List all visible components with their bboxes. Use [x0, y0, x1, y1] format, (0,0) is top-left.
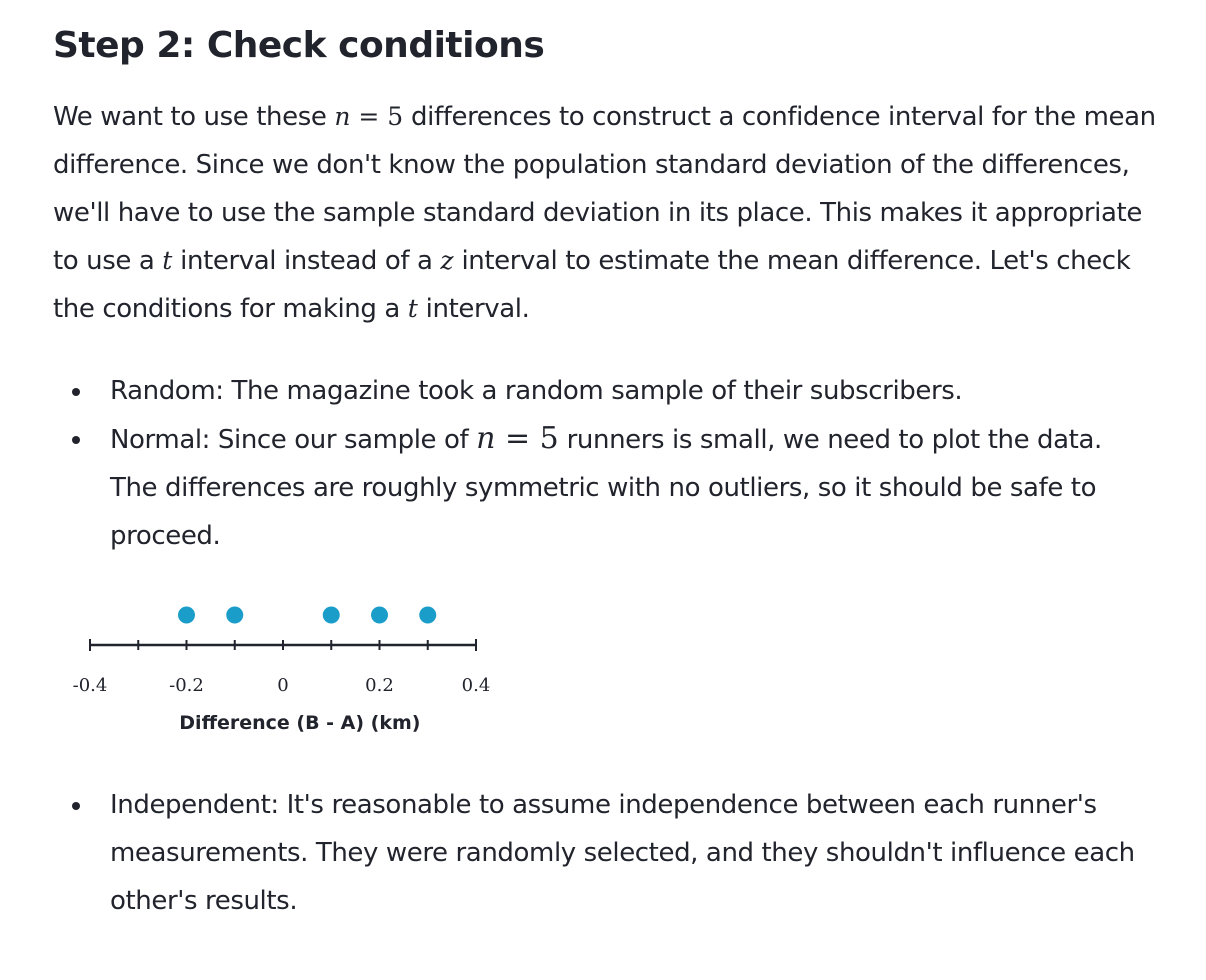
- x-axis-tick-labels: -0.4 -0.2 0 0.2 0.4: [73, 675, 491, 696]
- bullet-icon: [72, 436, 80, 444]
- condition-normal-text: runners is small, we need to plot the da…: [110, 425, 1102, 551]
- x-tick-label: 0.4: [462, 675, 491, 696]
- x-axis-label: Difference (B - A) (km): [179, 712, 420, 734]
- data-point: [322, 606, 340, 624]
- intro-text: interval to estimate the mean difference…: [53, 246, 1131, 324]
- condition-random-text: Random: The magazine took a random sampl…: [110, 376, 963, 406]
- x-tick-label: -0.2: [169, 675, 204, 696]
- intro-text: interval.: [417, 294, 530, 324]
- x-tick-label: 0: [277, 675, 288, 696]
- intro-paragraph: We want to use these n = 5 differences t…: [53, 93, 1173, 333]
- condition-normal-text: Normal: Since our sample of: [110, 425, 477, 455]
- bullet-icon: [72, 388, 80, 396]
- condition-random: Random: The magazine took a random sampl…: [55, 367, 1155, 415]
- bullet-icon: [72, 802, 80, 810]
- condition-independent-text: Independent: It's reasonable to assume i…: [110, 790, 1135, 916]
- data-point: [371, 606, 388, 624]
- intro-text: We want to use these: [53, 102, 335, 132]
- condition-normal: Normal: Since our sample of n = 5 runner…: [55, 415, 1155, 560]
- data-point: [226, 606, 244, 624]
- dot-plot: -0.4 -0.2 0 0.2 0.4 Difference (B - A) (km): [73, 606, 491, 734]
- math-five: 5: [539, 421, 559, 456]
- x-tick-label: -0.4: [73, 675, 108, 696]
- math-five: 5: [387, 102, 404, 131]
- math-t: t: [407, 294, 418, 323]
- math-t: t: [162, 246, 173, 275]
- math-equals: =: [495, 421, 540, 456]
- math-z: z: [440, 246, 454, 275]
- intro-text: interval instead of a: [172, 246, 441, 276]
- data-point: [419, 606, 437, 624]
- math-n: n: [334, 102, 351, 131]
- x-axis-ticks: [89, 639, 477, 651]
- conditions-list: Independent: It's reasonable to assume i…: [55, 781, 1155, 925]
- condition-independent: Independent: It's reasonable to assume i…: [55, 781, 1155, 925]
- data-point: [178, 606, 195, 624]
- conditions-list: Random: The magazine took a random sampl…: [55, 367, 1155, 560]
- math-equals: =: [350, 102, 388, 131]
- intro-text: differences to construct a confidence in…: [53, 102, 1156, 276]
- math-n: n: [476, 421, 496, 456]
- dot-plot-points: [178, 606, 437, 624]
- page-title: Step 2: Check conditions: [53, 25, 545, 66]
- x-tick-label: 0.2: [365, 675, 394, 696]
